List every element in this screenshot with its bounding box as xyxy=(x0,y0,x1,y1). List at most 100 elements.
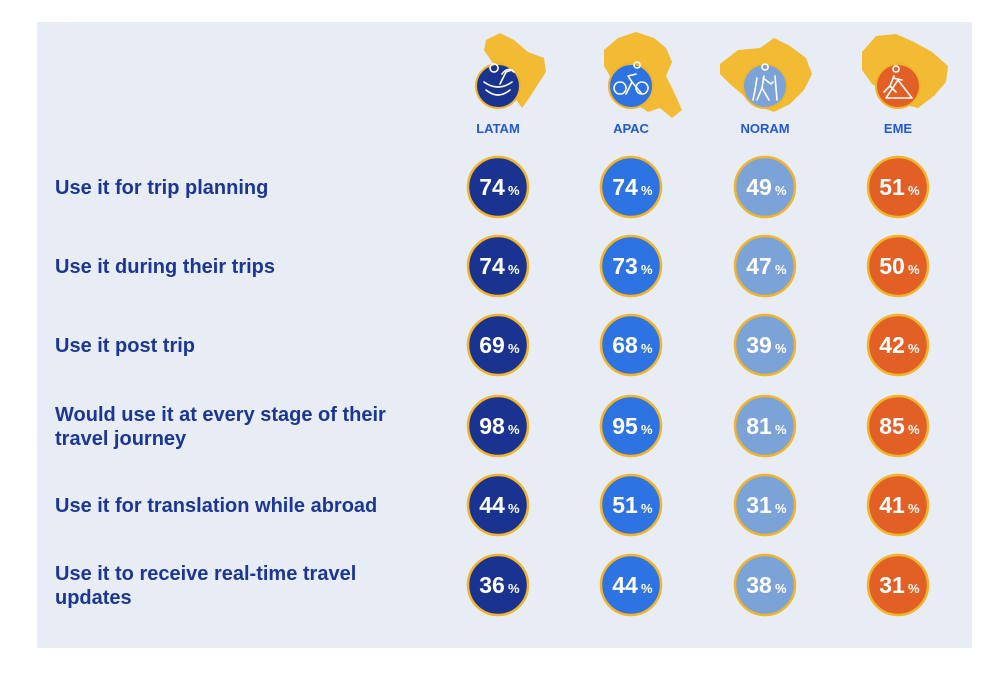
row-label: Use it for trip planning xyxy=(55,177,268,199)
percent-sign: % xyxy=(641,581,653,596)
percent-sign: % xyxy=(775,581,787,596)
cyclist-icon xyxy=(613,61,649,95)
percent-sign: % xyxy=(908,422,920,437)
percent-sign: % xyxy=(908,262,920,277)
percent-sign: % xyxy=(508,262,520,277)
percent-sign: % xyxy=(908,341,920,356)
climber-icon-stroke xyxy=(892,65,900,73)
value-label-eme: 51 xyxy=(879,174,905,200)
percent-sign: % xyxy=(908,183,920,198)
percent-sign: % xyxy=(908,581,920,596)
row-label: travel journey xyxy=(55,428,187,450)
column-label-eme: EME xyxy=(884,121,913,136)
row-label: Use it post trip xyxy=(55,335,195,357)
value-label-latam: 44 xyxy=(479,492,505,518)
column-label-noram: NORAM xyxy=(740,121,789,136)
value-circle-apac xyxy=(599,394,663,458)
value-circle-noram xyxy=(733,394,797,458)
value-circle-eme xyxy=(866,394,930,458)
value-label-apac: 44 xyxy=(612,572,638,598)
value-label-noram: 38 xyxy=(746,572,772,598)
hiker-icon-stroke xyxy=(752,77,758,101)
climber-icon xyxy=(883,65,913,99)
value-label-apac: 73 xyxy=(612,253,638,279)
value-circle-eme xyxy=(866,553,930,617)
value-label-noram: 39 xyxy=(746,332,772,358)
value-circle-apac xyxy=(599,553,663,617)
row-label: Would use it at every stage of their xyxy=(55,404,386,426)
percent-sign: % xyxy=(775,501,787,516)
kayak-icon-stroke xyxy=(501,68,515,75)
value-circle-noram xyxy=(733,313,797,377)
value-circle-latam xyxy=(466,313,530,377)
value-circle-noram xyxy=(733,473,797,537)
percent-sign: % xyxy=(641,183,653,198)
percent-sign: % xyxy=(508,183,520,198)
percent-sign: % xyxy=(508,501,520,516)
value-circle-apac xyxy=(599,155,663,219)
value-label-noram: 47 xyxy=(746,253,772,279)
kayak-icon-stroke xyxy=(483,81,513,88)
column-label-apac: APAC xyxy=(613,121,649,136)
value-label-latam: 69 xyxy=(479,332,505,358)
climber-icon-stroke xyxy=(883,75,903,93)
kayak-icon-stroke xyxy=(489,63,499,73)
value-circle-latam xyxy=(466,394,530,458)
percent-sign: % xyxy=(908,501,920,516)
value-label-apac: 68 xyxy=(612,332,638,358)
value-label-noram: 81 xyxy=(746,413,772,439)
cyclist-icon-stroke xyxy=(613,81,627,95)
value-circle-latam xyxy=(466,234,530,298)
cyclist-icon-stroke xyxy=(635,81,649,95)
value-label-apac: 51 xyxy=(612,492,638,518)
value-circle-eme xyxy=(866,155,930,219)
value-circle-apac xyxy=(599,234,663,298)
value-circle-noram xyxy=(733,234,797,298)
percent-sign: % xyxy=(508,422,520,437)
percent-sign: % xyxy=(775,341,787,356)
value-label-latam: 74 xyxy=(479,174,505,200)
percent-sign: % xyxy=(775,183,787,198)
value-label-apac: 95 xyxy=(612,413,638,439)
value-circle-latam xyxy=(466,155,530,219)
hiker-icon-stroke xyxy=(774,75,778,101)
value-circle-latam xyxy=(466,473,530,537)
latam-icon-badge xyxy=(475,63,521,109)
value-label-latam: 98 xyxy=(479,413,505,439)
cyclist-icon-stroke xyxy=(625,73,643,95)
value-circle-eme xyxy=(866,313,930,377)
row-label: Use it for translation while abroad xyxy=(55,495,377,517)
value-circle-apac xyxy=(599,313,663,377)
value-label-eme: 41 xyxy=(879,492,905,518)
value-label-noram: 31 xyxy=(746,492,772,518)
row-label: Use it to receive real-time travel xyxy=(55,563,356,585)
percent-sign: % xyxy=(641,501,653,516)
value-label-noram: 49 xyxy=(746,174,772,200)
kayak-icon-stroke xyxy=(499,69,513,85)
cyclist-icon-stroke xyxy=(633,61,641,69)
percent-sign: % xyxy=(508,581,520,596)
apac-icon-badge xyxy=(608,63,654,109)
value-circle-latam xyxy=(466,553,530,617)
value-circle-noram xyxy=(733,553,797,617)
percent-sign: % xyxy=(641,262,653,277)
latin-america-map xyxy=(484,33,546,108)
value-label-latam: 74 xyxy=(479,253,505,279)
value-circle-eme xyxy=(866,234,930,298)
value-label-eme: 50 xyxy=(879,253,905,279)
percent-sign: % xyxy=(775,422,787,437)
kayak-icon-stroke xyxy=(485,89,511,96)
row-label: Use it during their trips xyxy=(55,256,275,278)
value-label-latam: 36 xyxy=(479,572,505,598)
hiker-icon-stroke xyxy=(756,75,774,101)
percent-sign: % xyxy=(508,341,520,356)
value-label-eme: 85 xyxy=(879,413,905,439)
value-label-apac: 74 xyxy=(612,174,638,200)
percent-sign: % xyxy=(641,341,653,356)
value-circle-apac xyxy=(599,473,663,537)
row-label: updates xyxy=(55,587,132,609)
percent-sign: % xyxy=(775,262,787,277)
value-circle-noram xyxy=(733,155,797,219)
hiker-icon xyxy=(752,63,778,101)
